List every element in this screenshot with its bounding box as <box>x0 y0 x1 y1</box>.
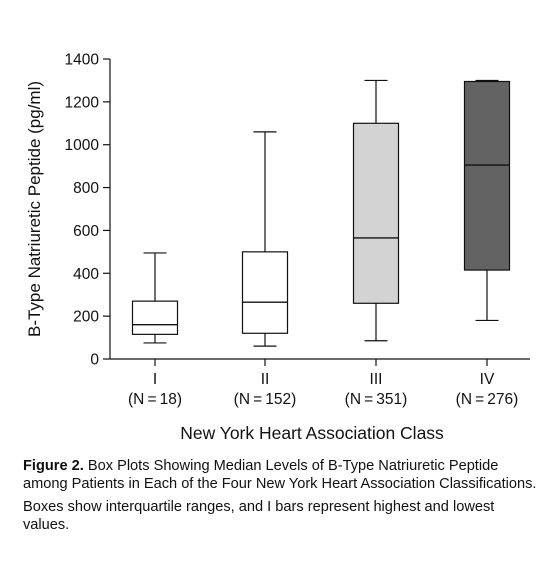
y-tick-label: 800 <box>73 180 99 197</box>
x-tick-sample-size: (N = 351) <box>345 391 408 408</box>
y-tick-label: 0 <box>90 352 99 369</box>
x-tick-sample-size: (N = 152) <box>234 391 297 408</box>
box-series <box>131 79 511 347</box>
figure-caption: Figure 2. Box Plots Showing Median Level… <box>23 458 538 534</box>
x-tick-label: I <box>153 371 157 388</box>
y-tick-label: 1000 <box>65 137 100 154</box>
y-tick-label: 1400 <box>65 52 100 69</box>
interquartile-box <box>241 251 289 334</box>
figure-caption-text: Box Plots Showing Median Levels of B-Typ… <box>23 458 537 492</box>
interquartile-box <box>463 80 511 271</box>
y-axis: 0 200 400 600 800 1000 1200 1400 <box>65 52 111 369</box>
y-axis-title: B-Type Natriuretic Peptide (pg/ml) <box>25 81 44 337</box>
y-tick-label: 400 <box>73 266 99 283</box>
box-class-III <box>352 79 400 342</box>
x-tick-sample-size: (N = 18) <box>128 391 182 408</box>
box-class-IV <box>463 79 511 322</box>
interquartile-box <box>131 300 179 335</box>
figure-caption-title: Figure 2. Box Plots Showing Median Level… <box>23 458 538 493</box>
x-axis-title: New York Heart Association Class <box>180 423 444 443</box>
x-tick-sample-size: (N = 276) <box>456 391 519 408</box>
y-tick-label: 600 <box>73 223 99 240</box>
y-tick-label: 1200 <box>65 94 100 111</box>
figure-caption-note: Boxes show interquartile ranges, and I b… <box>23 499 495 533</box>
x-tick-label: IV <box>480 371 495 388</box>
interquartile-box <box>352 122 400 304</box>
x-axis: I (N = 18) II (N = 152) III (N = 351) IV (N = 2… <box>110 358 530 408</box>
box-class-II <box>241 131 289 347</box>
y-tick-label: 200 <box>73 309 99 326</box>
box-class-I <box>131 252 179 344</box>
x-tick-label: II <box>261 371 270 388</box>
box-plot-chart: 0 200 400 600 800 1000 1200 1400 I (N = 18) II (N … <box>25 52 530 443</box>
figure-label: Figure 2. <box>23 458 84 474</box>
x-tick-label: III <box>370 371 383 388</box>
